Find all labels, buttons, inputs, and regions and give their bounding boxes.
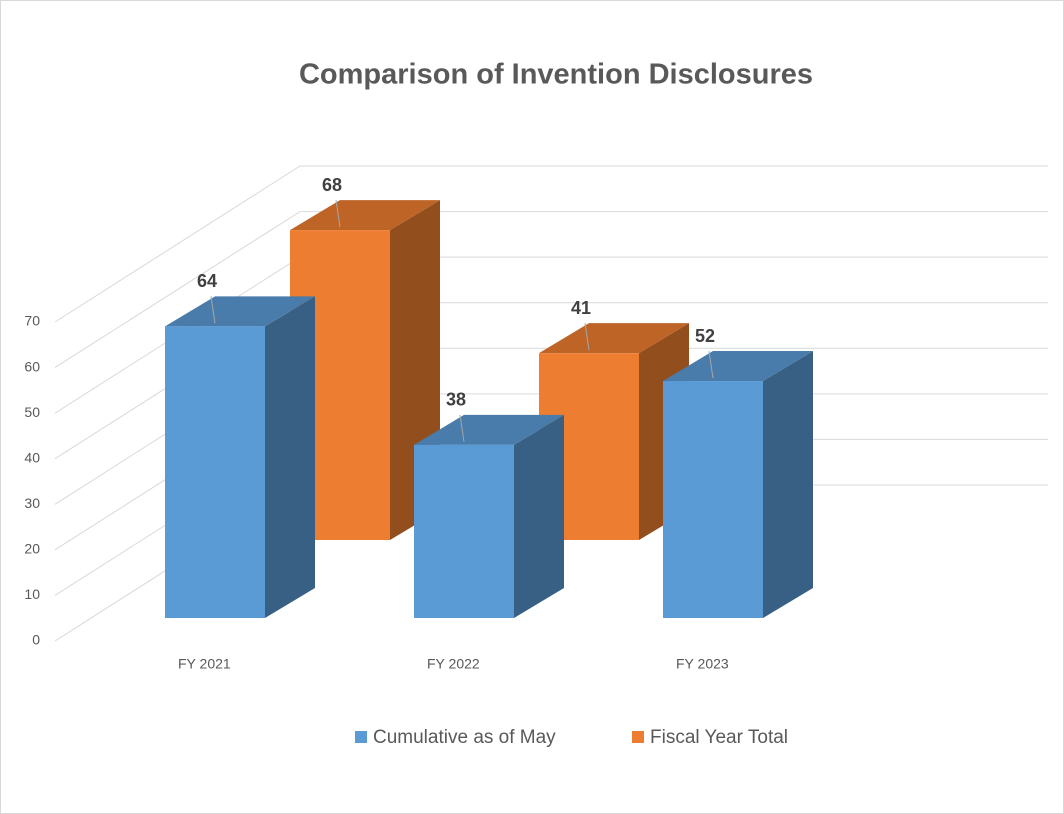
y-tick-label: 60 xyxy=(24,358,40,374)
bar xyxy=(414,444,514,618)
leader-line xyxy=(708,350,714,379)
y-tick-label: 70 xyxy=(24,313,40,329)
bar xyxy=(165,326,265,618)
leader-line xyxy=(459,414,465,442)
bar-top xyxy=(539,323,689,354)
data-label: 68 xyxy=(322,175,342,195)
x-tick-label: FY 2022 xyxy=(427,656,480,672)
y-tick-label: 50 xyxy=(24,404,40,420)
leader-line xyxy=(335,200,341,228)
data-label: 64 xyxy=(197,271,217,291)
y-tick-label: 30 xyxy=(24,495,40,511)
leader-line xyxy=(210,296,216,324)
chart-title: Comparison of Invention Disclosures xyxy=(299,59,813,91)
data-label: 38 xyxy=(446,390,466,410)
y-tick-label: 10 xyxy=(24,586,40,602)
bar-top xyxy=(414,414,564,445)
bar xyxy=(663,381,763,618)
leader-line xyxy=(584,323,590,351)
x-tick-label: FY 2021 xyxy=(178,656,231,672)
y-tick-label: 40 xyxy=(24,449,40,465)
data-label: 52 xyxy=(695,326,715,346)
bar-top xyxy=(290,200,440,231)
bar-top xyxy=(663,351,813,382)
legend-label: Cumulative as of May xyxy=(373,727,556,748)
grid-line xyxy=(54,211,1048,368)
x-tick-label: FY 2023 xyxy=(676,656,729,672)
legend-label: Fiscal Year Total xyxy=(650,727,788,748)
data-label: 41 xyxy=(571,298,591,318)
bar-top xyxy=(165,296,315,327)
y-tick-label: 0 xyxy=(32,632,40,648)
bar-side xyxy=(763,351,813,618)
grid-line xyxy=(54,165,1048,323)
bar-side xyxy=(265,296,315,618)
legend-swatch xyxy=(355,731,367,743)
bar-side xyxy=(514,414,564,618)
y-tick-label: 20 xyxy=(24,541,40,557)
legend-swatch xyxy=(632,731,644,743)
